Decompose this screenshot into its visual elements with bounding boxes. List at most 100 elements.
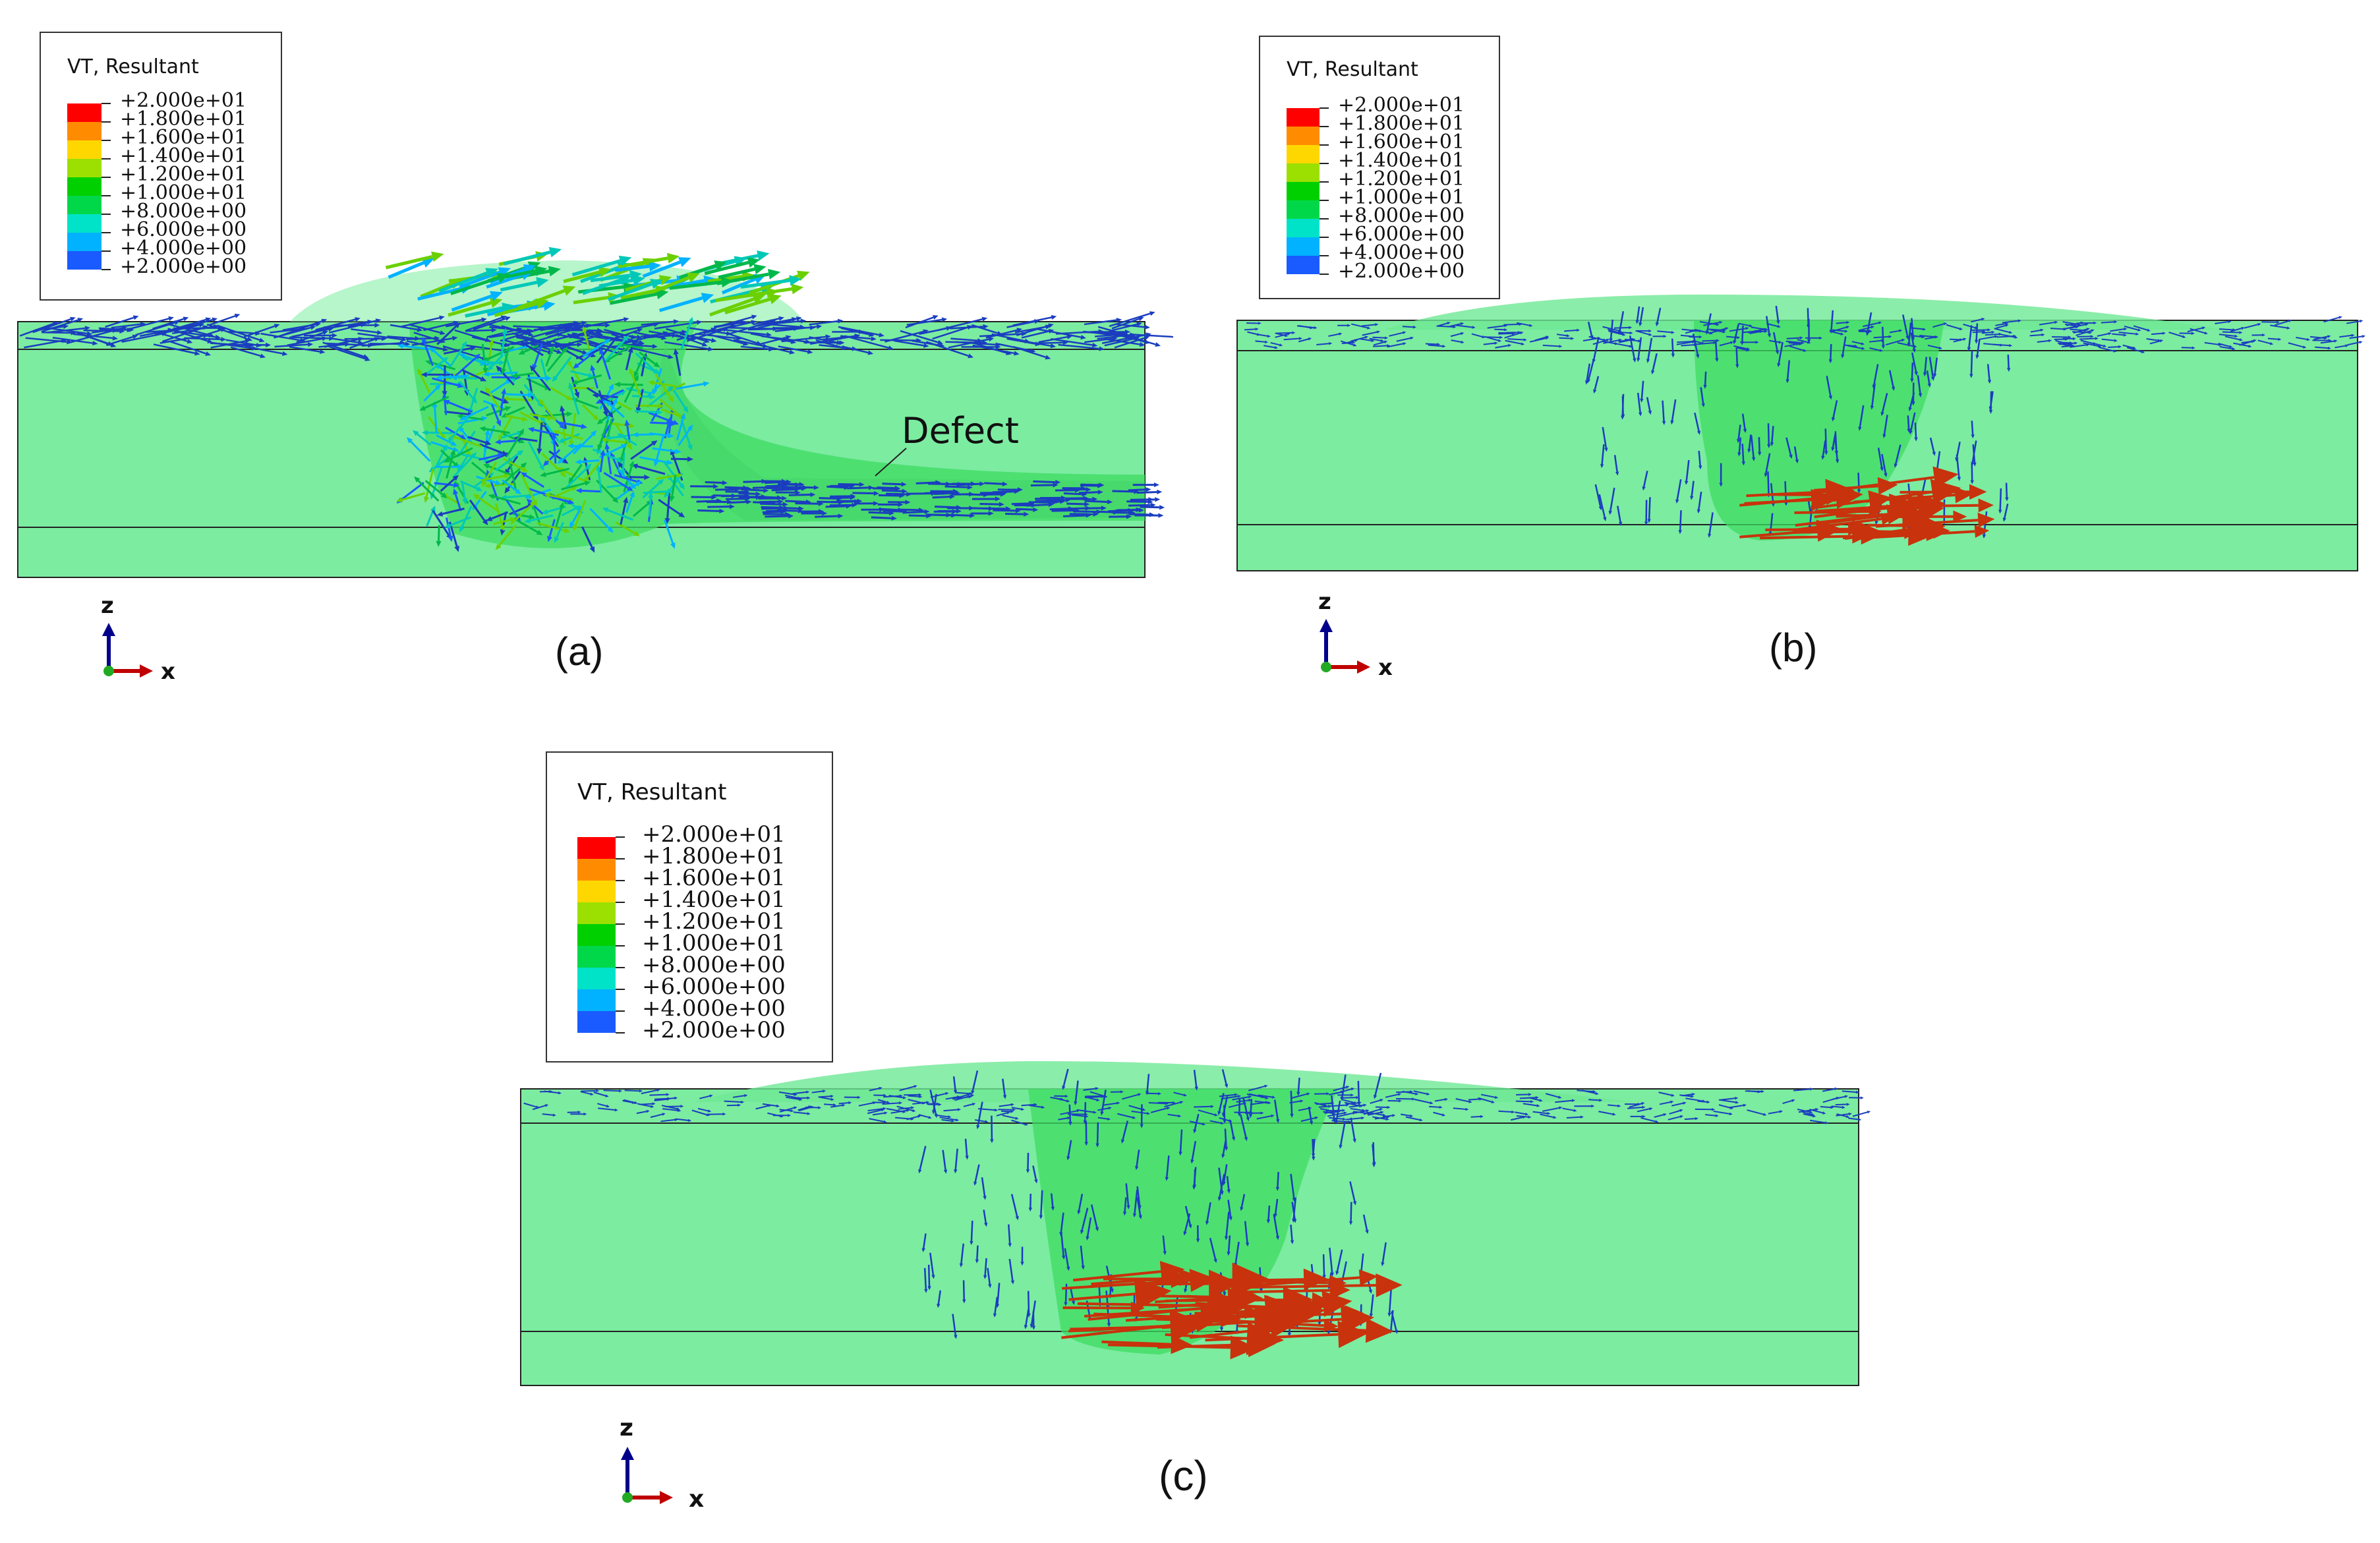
velocity-arrow-head (932, 315, 939, 320)
velocity-arrow (651, 276, 689, 295)
velocity-arrow-head (536, 1105, 540, 1109)
velocity-arrow-head (2182, 335, 2186, 338)
velocity-arrow-head (1978, 498, 1994, 513)
velocity-arrow (993, 509, 1016, 512)
velocity-arrow (1720, 1097, 1735, 1101)
velocity-arrow-head (778, 316, 784, 321)
velocity-arrow-head (1957, 477, 1961, 481)
velocity-arrow-head (421, 258, 435, 268)
velocity-arrow (1080, 483, 1099, 486)
velocity-arrow (1994, 328, 2010, 334)
velocity-arrow (1331, 1095, 1335, 1119)
velocity-arrow (1247, 331, 1258, 335)
velocity-arrow-head (1959, 327, 1963, 330)
velocity-arrow-head (517, 450, 524, 456)
velocity-arrow (650, 1113, 663, 1119)
velocity-arrow (1598, 494, 1606, 518)
velocity-arrow (1795, 513, 1888, 527)
velocity-arrow-head (518, 349, 525, 355)
velocity-arrow (454, 494, 462, 511)
legend-tick (616, 967, 625, 968)
velocity-arrow (935, 1114, 948, 1118)
velocity-arrow-head (1591, 1104, 1595, 1108)
velocity-arrow (1383, 1115, 1393, 1118)
velocity-arrow-head (1166, 1107, 1171, 1110)
velocity-arrow (1223, 1095, 1229, 1113)
velocity-arrow-head (1096, 1098, 1100, 1101)
velocity-arrow-head (2345, 344, 2349, 347)
velocity-arrow (600, 353, 612, 380)
velocity-arrow (785, 500, 806, 503)
velocity-arrow (1676, 341, 1693, 345)
velocity-arrow-head (1777, 324, 1781, 328)
velocity-arrow (640, 331, 682, 337)
velocity-arrow-head (1300, 1099, 1304, 1103)
velocity-arrow-head (1932, 451, 1936, 456)
velocity-arrow (465, 316, 502, 332)
velocity-arrow-head (1082, 492, 1088, 497)
velocity-arrow (442, 374, 469, 379)
velocity-arrow (488, 324, 526, 334)
velocity-arrow (1298, 1107, 1309, 1111)
velocity-arrow (1138, 1282, 1209, 1286)
velocity-arrow-head (629, 270, 643, 281)
velocity-arrow-head (1122, 1211, 1127, 1216)
velocity-arrow-head (1880, 467, 1884, 471)
velocity-arrow (154, 330, 188, 343)
velocity-arrow (1164, 1101, 1180, 1108)
velocity-arrow (908, 1095, 919, 1097)
velocity-arrow (1582, 337, 1598, 341)
velocity-arrow (517, 289, 566, 310)
velocity-arrow (726, 1104, 738, 1107)
velocity-arrow-head (1840, 332, 1844, 335)
velocity-arrow-head (965, 1155, 969, 1160)
velocity-arrow-head (1685, 480, 1689, 485)
velocity-arrow-head (1260, 1111, 1264, 1115)
velocity-arrow-head (568, 477, 574, 484)
velocity-arrow (1051, 338, 1093, 346)
velocity-arrow (1733, 323, 1740, 341)
velocity-arrow (1276, 332, 1292, 334)
velocity-arrow (491, 404, 500, 422)
velocity-arrow-head (1848, 1112, 1852, 1116)
velocity-arrow (680, 322, 692, 350)
legend-swatch (67, 251, 102, 270)
velocity-arrow (1103, 1102, 1117, 1106)
velocity-arrow-head (1671, 330, 1675, 334)
velocity-arrow (1010, 1194, 1018, 1217)
velocity-arrow (1437, 325, 1453, 328)
velocity-arrow-head (1648, 410, 1652, 415)
velocity-arrow-head (1736, 438, 1741, 444)
velocity-arrow-head (1132, 334, 1138, 339)
velocity-arrow (571, 464, 583, 480)
velocity-arrow (2230, 328, 2242, 332)
velocity-arrow-head (1246, 1117, 1250, 1122)
velocity-arrow (1797, 339, 1808, 343)
velocity-arrow-head (605, 322, 611, 328)
velocity-arrow (788, 494, 811, 496)
velocity-arrow-head (453, 482, 460, 488)
velocity-arrow (541, 452, 563, 475)
velocity-arrow-head (479, 426, 486, 432)
velocity-arrow-head (260, 353, 266, 359)
velocity-arrow (908, 1099, 923, 1104)
velocity-arrow (753, 318, 780, 326)
velocity-arrow-head (1221, 1153, 1225, 1159)
velocity-arrow-head (873, 501, 879, 506)
velocity-arrow (1646, 397, 1651, 411)
velocity-arrow-head (1521, 342, 1525, 345)
velocity-arrow (620, 289, 656, 300)
velocity-arrow-head (1126, 1205, 1130, 1209)
velocity-arrow-head (634, 1101, 638, 1105)
velocity-arrow-head (1053, 482, 1059, 488)
velocity-arrow (1346, 1102, 1359, 1105)
velocity-arrow (622, 1099, 633, 1103)
velocity-arrow-head (484, 428, 490, 436)
velocity-arrow-head (500, 315, 507, 320)
velocity-arrow-head (1005, 506, 1011, 511)
velocity-arrow (459, 453, 470, 469)
velocity-arrow (1504, 332, 1521, 339)
velocity-arrow-head (538, 420, 545, 425)
velocity-arrow (1062, 1279, 1190, 1290)
velocity-arrow (2349, 335, 2363, 339)
